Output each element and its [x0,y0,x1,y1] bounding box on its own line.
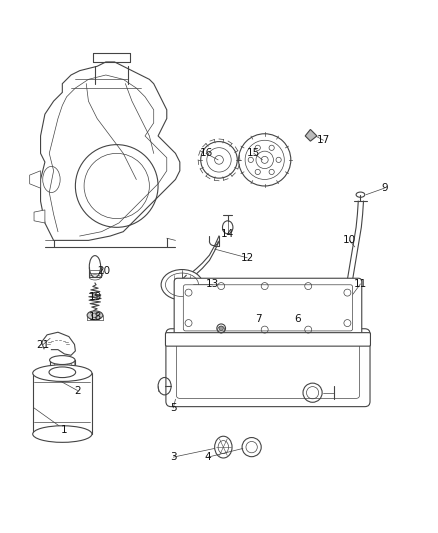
Text: 20: 20 [97,266,110,276]
FancyBboxPatch shape [174,278,362,337]
Ellipse shape [49,356,75,365]
Text: 3: 3 [170,452,177,462]
FancyBboxPatch shape [166,333,371,346]
Text: 12: 12 [240,253,254,263]
Polygon shape [41,62,180,240]
Text: 9: 9 [381,183,388,193]
Text: 16: 16 [199,148,212,158]
Text: 11: 11 [354,279,367,289]
FancyBboxPatch shape [177,337,360,398]
FancyBboxPatch shape [166,329,370,407]
Text: 5: 5 [170,403,177,413]
Ellipse shape [87,311,103,320]
Ellipse shape [219,326,223,330]
Polygon shape [34,210,45,223]
Text: 19: 19 [88,292,102,302]
Ellipse shape [33,365,92,382]
Text: 6: 6 [294,314,300,324]
Text: 21: 21 [36,340,49,350]
Ellipse shape [49,367,76,377]
Text: 18: 18 [88,312,102,321]
FancyBboxPatch shape [184,285,353,331]
Text: 1: 1 [61,425,68,435]
Text: 15: 15 [247,148,261,158]
Polygon shape [30,171,41,188]
Text: 14: 14 [221,229,234,239]
Ellipse shape [33,426,92,442]
Text: 7: 7 [255,314,261,324]
Text: 2: 2 [74,385,81,395]
Ellipse shape [161,270,203,300]
Text: 13: 13 [206,279,219,289]
Text: 4: 4 [205,452,212,462]
Text: 17: 17 [317,135,330,146]
Polygon shape [305,130,317,141]
Text: 10: 10 [343,236,356,245]
